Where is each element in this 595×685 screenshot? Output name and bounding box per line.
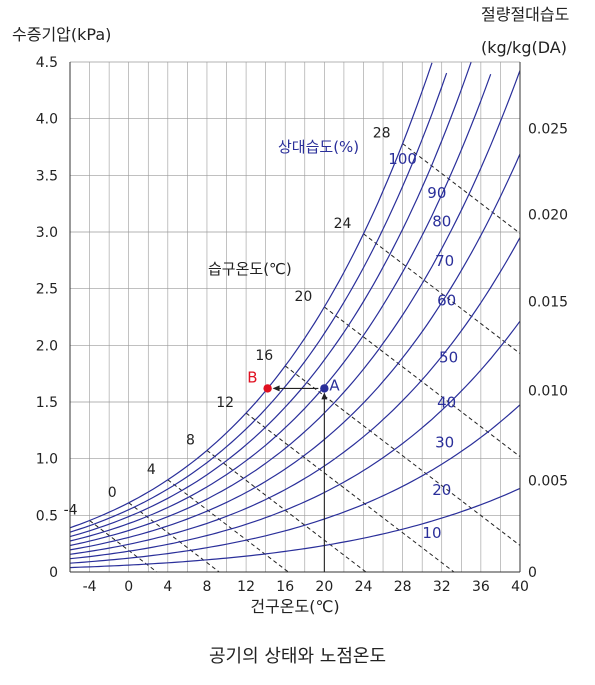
state-points: AB bbox=[247, 368, 340, 572]
rh-curve-30 bbox=[69, 320, 521, 560]
x-tick-label: 12 bbox=[237, 579, 255, 595]
x-tick-label: -4 bbox=[83, 579, 97, 595]
y-tick-label-left: 3.5 bbox=[36, 168, 58, 184]
axes bbox=[69, 62, 521, 573]
x-tick-label: 32 bbox=[433, 579, 451, 595]
wet-bulb-label: 28 bbox=[373, 126, 391, 142]
rh-label: 80 bbox=[432, 212, 451, 230]
rh-curve-80 bbox=[69, 62, 472, 538]
x-axis-label: 건구온도(℃) bbox=[250, 597, 339, 616]
rh-curve-90 bbox=[69, 72, 448, 533]
y-tick-label-right: 0 bbox=[528, 565, 537, 581]
point-label-B: B bbox=[247, 368, 257, 386]
y-axis-label-right-line1: 절량절대습도 bbox=[481, 5, 569, 24]
arrow-up-head bbox=[321, 392, 328, 400]
x-tick-label: 0 bbox=[124, 579, 133, 595]
rh-label: 30 bbox=[435, 433, 454, 451]
wet-bulb-line bbox=[128, 502, 220, 573]
y-axis-label-right-line2: (kg/kg(DA) bbox=[481, 38, 567, 57]
point-B bbox=[263, 384, 272, 393]
rh-label: 90 bbox=[427, 184, 446, 202]
wet-bulb-label: -4 bbox=[64, 503, 78, 519]
wet-bulb-line bbox=[402, 143, 521, 234]
y-tick-label-right: 0.015 bbox=[528, 295, 568, 311]
y-tick-label-left: 2.5 bbox=[36, 282, 58, 298]
rh-curve-60 bbox=[69, 70, 521, 547]
wet-bulb-line bbox=[89, 520, 158, 573]
wet-bulb-line bbox=[245, 412, 455, 573]
y-tick-label-right: 0.005 bbox=[528, 473, 568, 489]
wet-bulb-line bbox=[167, 479, 289, 573]
rh-curve-40 bbox=[69, 237, 521, 555]
arrow-left-head bbox=[272, 385, 280, 392]
y-tick-label-left: 0.5 bbox=[36, 508, 58, 524]
y-tick-label-right: 0.025 bbox=[528, 121, 568, 137]
wet-bulb-label: 12 bbox=[216, 395, 234, 411]
rh-curve-10 bbox=[69, 487, 521, 569]
y-tick-label-left: 1.0 bbox=[36, 452, 58, 468]
wet-bulb-line bbox=[206, 450, 367, 573]
rh-curve-100 bbox=[69, 62, 433, 529]
relative-humidity-curves bbox=[69, 62, 521, 569]
y-axis-label-left: 수증기압(kPa) bbox=[12, 25, 111, 44]
y-tick-label-right: 0.010 bbox=[528, 383, 568, 399]
point-A bbox=[320, 384, 329, 393]
rh-curve-70 bbox=[69, 73, 492, 542]
wet-bulb-label: 16 bbox=[255, 348, 273, 364]
y-tick-label-left: 0 bbox=[49, 565, 58, 581]
rh-label: 70 bbox=[435, 252, 454, 270]
point-label-A: A bbox=[329, 376, 340, 394]
x-tick-label: 4 bbox=[163, 579, 172, 595]
rh-label: 10 bbox=[422, 524, 441, 542]
x-tick-label: 40 bbox=[511, 579, 529, 595]
rh-label: 60 bbox=[437, 292, 456, 310]
rh-label: 50 bbox=[439, 348, 458, 366]
wet-bulb-label: 24 bbox=[334, 216, 352, 232]
y-tick-label-left: 1.5 bbox=[36, 395, 58, 411]
wet-bulb-line bbox=[363, 233, 521, 354]
y-tick-label-right: 0.020 bbox=[528, 207, 568, 223]
chart-title: 공기의 상태와 노점온도 bbox=[208, 646, 387, 667]
x-tick-label: 8 bbox=[202, 579, 211, 595]
rh-curve-20 bbox=[69, 404, 521, 564]
rh-label: 20 bbox=[432, 481, 451, 499]
y-tick-label-left: 4.0 bbox=[36, 112, 58, 128]
x-tick-label: 16 bbox=[276, 579, 294, 595]
wet-bulb-label: 4 bbox=[147, 462, 156, 478]
curve-labels: -4 0 4 8 12 16 20 24 28 100 90 80 70 60 50 40 30 20 10 bbox=[64, 126, 459, 542]
y-tick-label-left: 4.5 bbox=[36, 55, 58, 71]
rh-title-label: 상대습도(%) bbox=[278, 138, 359, 156]
wet-bulb-title-label: 습구온도(℃) bbox=[208, 260, 292, 278]
wet-bulb-label: 0 bbox=[108, 485, 117, 501]
y-tick-label-left: 2.0 bbox=[36, 338, 58, 354]
rh-curve-50 bbox=[69, 153, 521, 551]
rh-label: 40 bbox=[437, 394, 456, 412]
x-tick-label: 36 bbox=[472, 579, 490, 595]
tick-labels: -4 0 4 8 12 16 20 24 28 32 36 4000.51.01.52.02.53.0… bbox=[36, 55, 568, 595]
wet-bulb-label: 8 bbox=[186, 432, 195, 448]
x-tick-label: 20 bbox=[315, 579, 333, 595]
wet-bulb-label: 20 bbox=[295, 289, 313, 305]
x-tick-label: 28 bbox=[394, 579, 412, 595]
y-tick-label-left: 3.0 bbox=[36, 225, 58, 241]
rh-label: 100 bbox=[388, 150, 417, 168]
x-tick-label: 24 bbox=[355, 579, 373, 595]
